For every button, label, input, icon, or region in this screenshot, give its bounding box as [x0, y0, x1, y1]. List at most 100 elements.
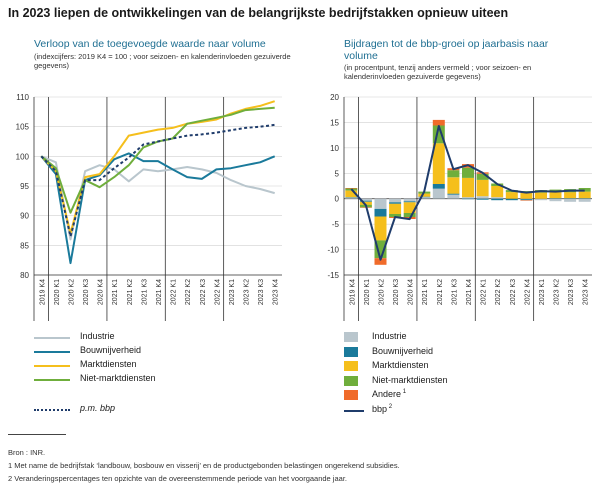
series-line-bbp-growth: [350, 125, 585, 261]
right-x-tick-label: 2023 K2: [554, 279, 561, 305]
bar-segment-marktdiensten: [403, 202, 416, 213]
right-x-tick-label: 2021 K3: [451, 279, 458, 305]
legend-label: Industrie: [372, 331, 407, 341]
legend-label: Industrie: [80, 331, 115, 341]
left-chart-subtitle: (indexcijfers: 2019 K4 = 100 ; voor seiz…: [34, 52, 291, 70]
right-x-tick-label: 2022 K2: [495, 279, 502, 305]
bar-segment-marktdiensten: [345, 190, 358, 198]
bar-segment-niet_marktdiensten: [447, 170, 460, 178]
bar-segment-andere: [520, 200, 533, 201]
bar-segment-bouwnijverheid: [447, 193, 460, 195]
bar-segment-industrie: [389, 198, 402, 203]
right-x-tick-label: 2021 K1: [422, 279, 429, 305]
legend-swatch-andere: [344, 390, 358, 400]
legend-label: Niet-marktdiensten: [80, 373, 156, 383]
left-y-tick-label: 110: [16, 93, 29, 102]
legend-swatch-bbp: [344, 409, 364, 412]
bar-segment-industrie: [447, 194, 460, 199]
bar-segment-andere: [432, 119, 445, 126]
bar-segment-marktdiensten: [389, 203, 402, 214]
left-x-tick-label: 2022 K2: [185, 279, 192, 305]
bar-segment-marktdiensten: [418, 193, 431, 197]
bar-segment-bouwnijverheid: [418, 196, 431, 198]
bar-segment-andere: [345, 188, 358, 189]
bar-segment-bouwnijverheid: [491, 198, 504, 201]
bar-segment-marktdiensten: [505, 192, 518, 199]
left-x-tick-label: 2020 K1: [54, 279, 61, 305]
bar-segment-niet_marktdiensten: [462, 167, 474, 178]
bar-segment-industrie: [491, 197, 504, 199]
bar-segment-bouwnijverheid: [476, 198, 489, 200]
bar-segment-bouwnijverheid: [564, 198, 577, 199]
left-x-tick-label: 2021 K1: [112, 279, 119, 305]
legend-swatch-niet_marktdiensten: [344, 375, 358, 386]
right-chart-title: Bijdragen tot de bbp-groei op jaarbasis …: [344, 38, 549, 62]
bar-segment-niet_marktdiensten: [403, 213, 416, 218]
right-chart-subtitle: (in procentpunt, tenzij anders vermeld ;…: [344, 63, 532, 81]
bar-segment-industrie: [462, 197, 474, 199]
legend-label: Niet-marktdiensten: [372, 374, 448, 385]
left-x-tick-label: 2021 K4: [156, 279, 163, 305]
bar-segment-bouwnijverheid: [462, 198, 474, 200]
right-y-tick-label: 15: [330, 118, 339, 127]
right-y-tick-label: 0: [335, 195, 340, 204]
left-y-tick-label: 100: [16, 152, 30, 161]
right-y-tick-label: -10: [327, 246, 339, 255]
bar-segment-industrie: [549, 198, 562, 202]
right-x-tick-label: 2020 K1: [364, 279, 371, 305]
right-x-tick-label: 2023 K4: [583, 279, 590, 305]
page-title: In 2023 liepen de ontwikkelingen van de …: [8, 6, 509, 20]
legend-label: bbp 2: [372, 403, 393, 414]
legend-label: Andere 1: [372, 389, 407, 399]
bar-segment-andere: [374, 258, 387, 265]
bar-segment-marktdiensten: [520, 192, 533, 199]
left-x-tick-label: 2023 K4: [273, 279, 280, 305]
legend-swatch-niet_marktdiensten: [34, 379, 70, 381]
legend-label: Marktdiensten: [372, 360, 429, 370]
right-x-tick-label: 2020 K3: [393, 279, 400, 305]
bar-segment-bouwnijverheid: [359, 200, 372, 202]
legend-swatch-industrie: [34, 337, 70, 339]
legend-footnote-marker: 2: [387, 403, 393, 410]
legend-swatch-bbp: [34, 409, 70, 411]
bar-segment-industrie: [564, 198, 577, 202]
bar-segment-marktdiensten: [549, 192, 562, 199]
legend-swatch-bouwnijverheid: [34, 351, 70, 353]
left-x-tick-label: 2023 K3: [258, 279, 265, 305]
bar-segment-niet_marktdiensten: [389, 214, 402, 218]
bar-segment-marktdiensten: [564, 192, 577, 199]
source-divider: [8, 434, 66, 435]
bar-segment-marktdiensten: [447, 177, 460, 194]
bar-segment-marktdiensten: [432, 143, 445, 184]
bar-segment-marktdiensten: [535, 192, 547, 199]
right-x-tick-label: 2022 K3: [510, 279, 517, 305]
bar-segment-industrie: [359, 198, 372, 201]
bar-segment-bouwnijverheid: [505, 198, 518, 201]
left-x-tick-label: 2021 K3: [141, 279, 148, 305]
right-x-tick-label: 2023 K3: [568, 279, 575, 305]
left-y-tick-label: 80: [20, 271, 29, 280]
bar-segment-marktdiensten: [578, 191, 591, 199]
right-y-tick-label: -5: [332, 220, 340, 229]
bar-segment-marktdiensten: [491, 186, 504, 198]
left-x-tick-label: 2022 K1: [171, 279, 178, 305]
left-y-tick-label: 95: [20, 182, 29, 191]
right-x-tick-label: 2022 K1: [481, 279, 488, 305]
bar-segment-industrie: [418, 197, 431, 199]
left-y-tick-label: 85: [20, 241, 29, 250]
bar-segment-industrie: [345, 197, 358, 199]
bar-segment-bouwnijverheid: [520, 199, 533, 201]
right-x-tick-label: 2021 K4: [466, 279, 473, 305]
bar-segment-bouwnijverheid: [432, 184, 445, 189]
legend-swatch-marktdiensten: [344, 361, 358, 371]
bar-segment-industrie: [374, 198, 387, 209]
bar-segment-industrie: [432, 188, 445, 199]
right-x-tick-label: 2022 K4: [524, 279, 531, 305]
legend-label: p.m. bbp: [80, 403, 116, 413]
right-x-tick-label: 2023 K1: [539, 279, 546, 305]
bar-segment-marktdiensten: [374, 216, 387, 241]
bar-segment-niet_marktdiensten: [476, 173, 489, 180]
bar-segment-bouwnijverheid: [389, 202, 402, 204]
series-line-bbp: [40, 123, 275, 238]
bar-segment-marktdiensten: [476, 179, 489, 197]
